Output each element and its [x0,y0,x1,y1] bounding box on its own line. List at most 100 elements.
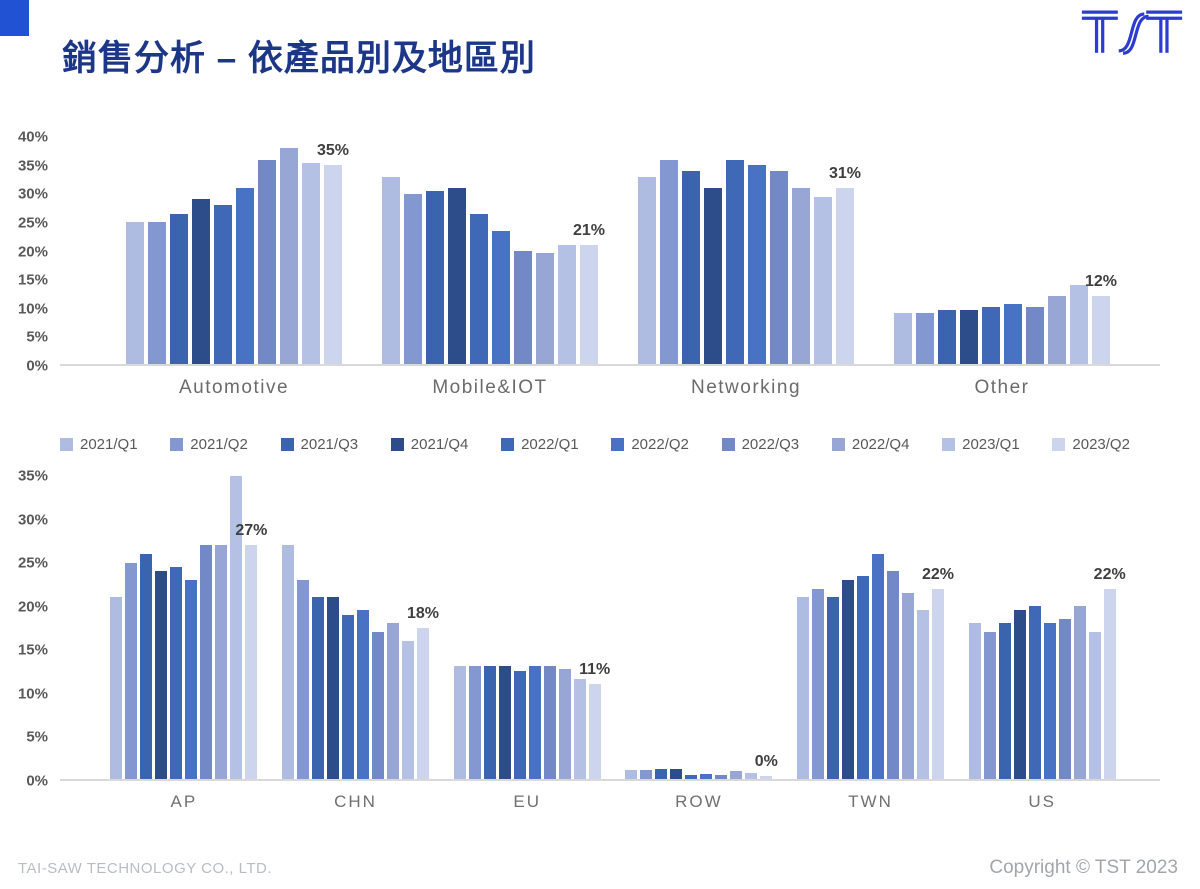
bar: 22% [922,566,954,779]
corner-accent-square [0,0,29,36]
bar [730,771,743,779]
y-tick-label: 5% [26,728,48,746]
bar [185,579,198,779]
bar [968,623,981,779]
y-tick-label: 35% [17,467,48,485]
bar: 21% [573,222,605,364]
bar [827,597,840,779]
bar [357,610,369,779]
bar [536,253,554,364]
bar [792,188,810,364]
data-label: 27% [235,522,268,540]
category-label: Mobile&IOT [432,377,548,398]
bar [468,666,481,779]
data-label: 21% [572,221,606,239]
bar [1028,605,1041,779]
legend-label: 2022/Q4 [851,435,910,453]
bar [1048,295,1066,364]
y-tick-label: 15% [17,271,48,289]
bar [682,171,700,364]
bar [492,230,510,364]
legend-label: 2021/Q2 [190,435,248,453]
bar [230,476,243,779]
bar-group: 21% Mobile&IOT [362,137,618,398]
bar [215,545,228,779]
data-label: 22% [922,565,955,583]
bar [448,188,466,364]
bar [660,159,678,364]
bar-group: 27% AP [98,476,270,811]
y-tick-label: 15% [17,641,48,659]
legend-swatch [721,437,735,451]
bar [404,193,422,364]
bar [170,566,183,779]
bar [280,148,298,364]
bar-group: 18% CHN [270,476,442,811]
bar [960,310,978,364]
plot-area: 35% Automotive 21% Mobile&IOT 31% Networking 1… [60,137,1160,398]
bar [872,553,885,779]
legend-label: 2022/Q3 [741,435,800,453]
bar [726,159,744,364]
y-tick-label: 25% [17,214,48,232]
bar [402,640,414,779]
category-label: TWN [848,792,893,811]
bar [558,244,576,364]
bar [148,222,166,364]
legend-label: 2021/Q3 [300,435,359,453]
bar [812,588,825,779]
bar [483,666,496,779]
data-label: 35% [316,142,350,160]
category-label: US [1028,792,1056,811]
y-tick-label: 10% [17,685,48,703]
y-tick-label: 40% [17,128,48,146]
legend-swatch [280,437,294,451]
bar [387,623,399,779]
bar [1013,610,1026,779]
bar [312,597,324,779]
bar [700,773,713,779]
bar [528,666,541,779]
category-label: EU [513,792,541,811]
legend-label: 2021/Q4 [410,435,469,453]
bar [282,545,294,779]
bar [983,631,996,779]
legend-item: 2021/Q3 [280,435,359,453]
bar-group: 11% EU [441,476,613,811]
bar [453,666,466,779]
legend-item: 2021/Q2 [170,436,248,453]
data-label: 31% [828,165,862,183]
legend-swatch [942,437,956,451]
y-tick-label: 30% [17,185,48,203]
bar [140,553,153,779]
bar [685,774,698,779]
bar [1043,623,1056,779]
bar [998,623,1011,779]
bar-group: 12% Other [874,137,1130,398]
bar [498,666,511,779]
category-label: ROW [675,792,723,811]
bar [857,575,870,779]
y-axis: 0% 5% 10% 15% 20% 25% 30% 35% 40% [0,129,56,375]
bar [894,312,912,364]
bar [842,579,855,779]
category-label: CHN [334,792,377,811]
bar [382,176,400,364]
bar [258,159,276,364]
bar [814,196,832,364]
bar-group: 0% ROW [613,476,785,811]
bar [573,679,586,779]
bar [470,213,488,364]
bar [170,213,188,364]
y-tick-label: 35% [17,157,48,175]
bar [297,579,309,779]
y-tick-label: 0% [26,772,48,790]
tst-logo-icon [1081,10,1183,55]
bar [126,222,144,364]
footer-copyright: Copyright © TST 2023 [989,857,1178,878]
legend-item: 2022/Q2 [611,436,689,453]
bar [236,188,254,364]
bar [1026,307,1044,364]
bar [214,205,232,364]
